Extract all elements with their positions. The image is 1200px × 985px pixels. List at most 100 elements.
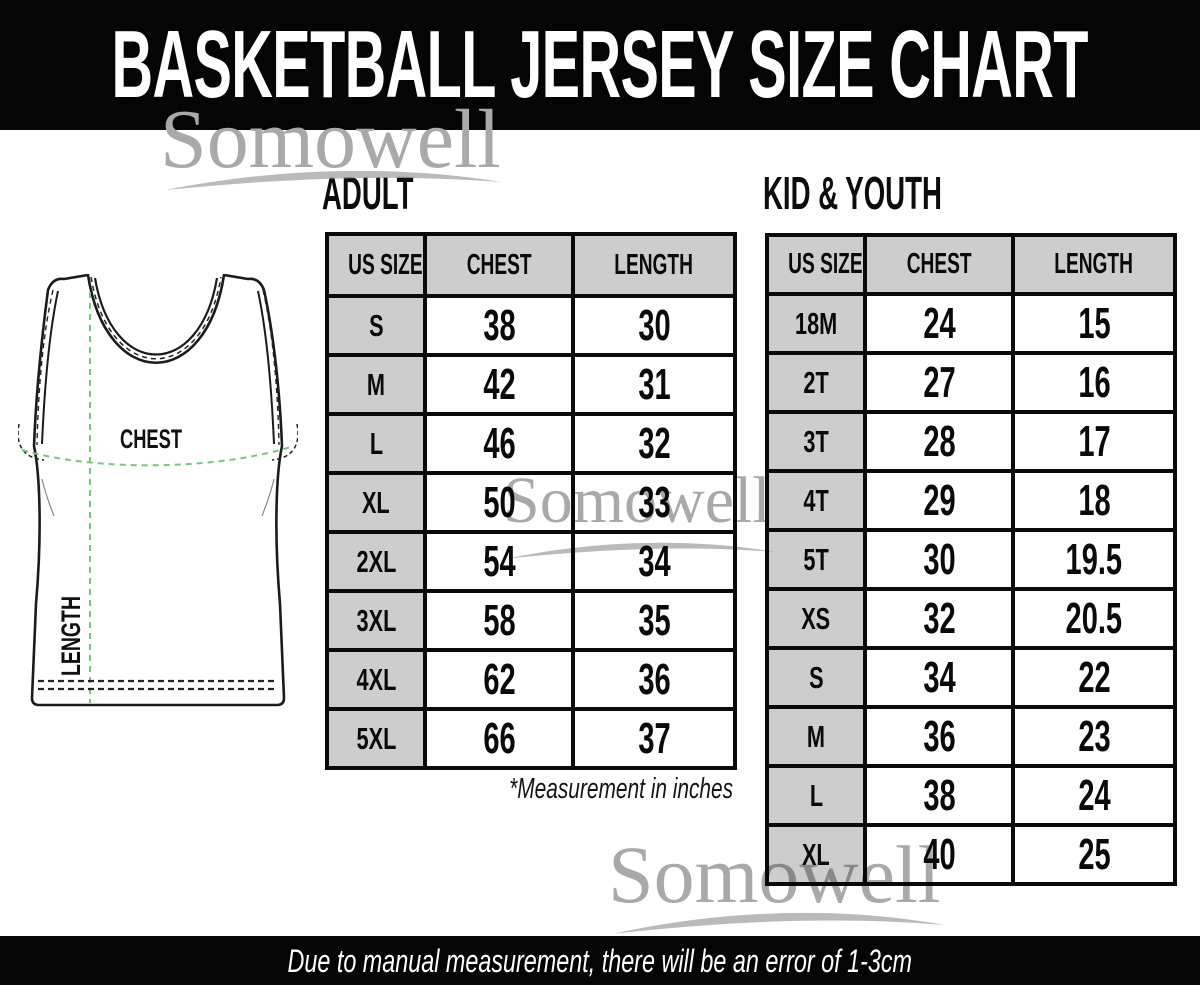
- table-row: 2XL 54 34: [325, 530, 737, 593]
- jersey-illustration: CHEST LENGTH: [18, 274, 298, 707]
- watermark-somowell-top: Somowell: [160, 98, 501, 194]
- length-cell: 34: [571, 530, 737, 593]
- header-row: US SIZE CHEST LENGTH: [765, 233, 1177, 296]
- table-row: 3T 28 17: [765, 410, 1177, 473]
- adult-table-body: S 38 30 M 42 31 L 46 32 XL 50 33 2XL 54 34 3XL 58 35 4XL 62…: [325, 294, 737, 770]
- size-cell: 2XL: [325, 530, 427, 593]
- table-row: 3XL 58 35: [325, 589, 737, 652]
- size-cell: XS: [765, 587, 867, 650]
- chest-cell: 62: [423, 648, 575, 711]
- length-cell: 25: [1011, 823, 1177, 886]
- length-cell: 30: [571, 294, 737, 357]
- side-seam: [41, 478, 275, 517]
- header-bar: BASKETBALL JERSEY SIZE CHART: [0, 0, 1200, 130]
- chest-label: CHEST: [120, 424, 182, 454]
- neck-trim: [90, 276, 222, 360]
- length-cell: 35: [571, 589, 737, 652]
- footer-note: Due to manual measurement, there will be…: [287, 942, 913, 979]
- chest-cell: 34: [863, 646, 1015, 709]
- kid-size-table: US SIZE CHEST LENGTH 18M 24 15 2T 27 16 3T 28 17…: [765, 233, 1177, 886]
- column-header-us-size: US SIZE: [765, 233, 867, 296]
- watermark-text: Somowell: [608, 829, 941, 920]
- table-row: XL 50 33: [325, 471, 737, 534]
- length-cell: 16: [1011, 351, 1177, 414]
- swoosh-icon: [614, 912, 944, 934]
- table-row: M 42 31: [325, 353, 737, 416]
- chest-cell: 30: [863, 528, 1015, 591]
- size-cell: XL: [325, 471, 427, 534]
- column-header-length: LENGTH: [571, 232, 737, 298]
- watermark-somowell-middle: Somowell: [503, 468, 775, 562]
- watermark-text: Somowell: [160, 93, 501, 186]
- kid-table-body: 18M 24 15 2T 27 16 3T 28 17 4T 29 18 5T 30 19.5 XS 32 20.…: [765, 292, 1177, 886]
- table-row: 18M 24 15: [765, 292, 1177, 355]
- table-row: 5XL 66 37: [325, 707, 737, 770]
- table-row: 4T 29 18: [765, 469, 1177, 532]
- hem-stitch: [38, 679, 278, 691]
- length-cell: 32: [571, 412, 737, 475]
- size-cell: 5XL: [325, 707, 427, 770]
- column-header-chest: CHEST: [863, 233, 1015, 296]
- column-header-us-size: US SIZE: [325, 232, 427, 298]
- length-cell: 24: [1011, 764, 1177, 827]
- column-header-length: LENGTH: [1011, 233, 1177, 296]
- swoosh-icon: [166, 170, 501, 190]
- table-row: L 38 24: [765, 764, 1177, 827]
- chest-cell: 24: [863, 292, 1015, 355]
- chest-measure-line: [21, 445, 295, 467]
- chest-cell: 58: [423, 589, 575, 652]
- table-row: S 34 22: [765, 646, 1177, 709]
- watermark-text: Somowell: [503, 464, 771, 537]
- column-header-chest: CHEST: [423, 232, 575, 298]
- size-cell: 5T: [765, 528, 867, 591]
- table-row: XS 32 20.5: [765, 587, 1177, 650]
- jersey-outline: [30, 274, 286, 707]
- size-cell: M: [325, 353, 427, 416]
- table-row: 2T 27 16: [765, 351, 1177, 414]
- length-cell: 33: [571, 471, 737, 534]
- length-cell: 17: [1011, 410, 1177, 473]
- length-cell: 37: [571, 707, 737, 770]
- armhole-trim: [36, 289, 280, 446]
- table-row: 4XL 62 36: [325, 648, 737, 711]
- size-cell: 4XL: [325, 648, 427, 711]
- chest-cell: 32: [863, 587, 1015, 650]
- table-row: L 46 32: [325, 412, 737, 475]
- size-cell: XL: [765, 823, 867, 886]
- length-cell: 19.5: [1011, 528, 1177, 591]
- size-cell: S: [325, 294, 427, 357]
- length-cell: 31: [571, 353, 737, 416]
- chest-cell: 38: [863, 764, 1015, 827]
- table-row: 5T 30 19.5: [765, 528, 1177, 591]
- size-cell: 3T: [765, 410, 867, 473]
- size-cell: 18M: [765, 292, 867, 355]
- size-cell: 4T: [765, 469, 867, 532]
- size-cell: L: [765, 764, 867, 827]
- size-cell: L: [325, 412, 427, 475]
- chest-cell: 42: [423, 353, 575, 416]
- chest-cell: 28: [863, 410, 1015, 473]
- chest-cell: 40: [863, 823, 1015, 886]
- swoosh-icon: [507, 542, 775, 559]
- size-cell: 2T: [765, 351, 867, 414]
- table-row: XL 40 25: [765, 823, 1177, 886]
- length-cell: 23: [1011, 705, 1177, 768]
- length-label: LENGTH: [56, 596, 86, 676]
- table-row: S 38 30: [325, 294, 737, 357]
- chest-cell: 38: [423, 294, 575, 357]
- length-cell: 36: [571, 648, 737, 711]
- watermark-somowell-bottom: Somowell: [608, 834, 944, 938]
- chest-cell: 27: [863, 351, 1015, 414]
- chest-cell: 29: [863, 469, 1015, 532]
- kid-section-title: KID & YOUTH: [763, 167, 942, 219]
- length-cell: 15: [1011, 292, 1177, 355]
- adult-size-table: US SIZE CHEST LENGTH S 38 30 M 42 31 L 46 32 XL 50…: [325, 232, 737, 770]
- table-row: M 36 23: [765, 705, 1177, 768]
- size-cell: M: [765, 705, 867, 768]
- chest-cell: 66: [423, 707, 575, 770]
- measurement-note: *Measurement in inches: [509, 773, 733, 805]
- size-cell: 3XL: [325, 589, 427, 652]
- chest-cell: 46: [423, 412, 575, 475]
- page-title: BASKETBALL JERSEY SIZE CHART: [111, 11, 1089, 118]
